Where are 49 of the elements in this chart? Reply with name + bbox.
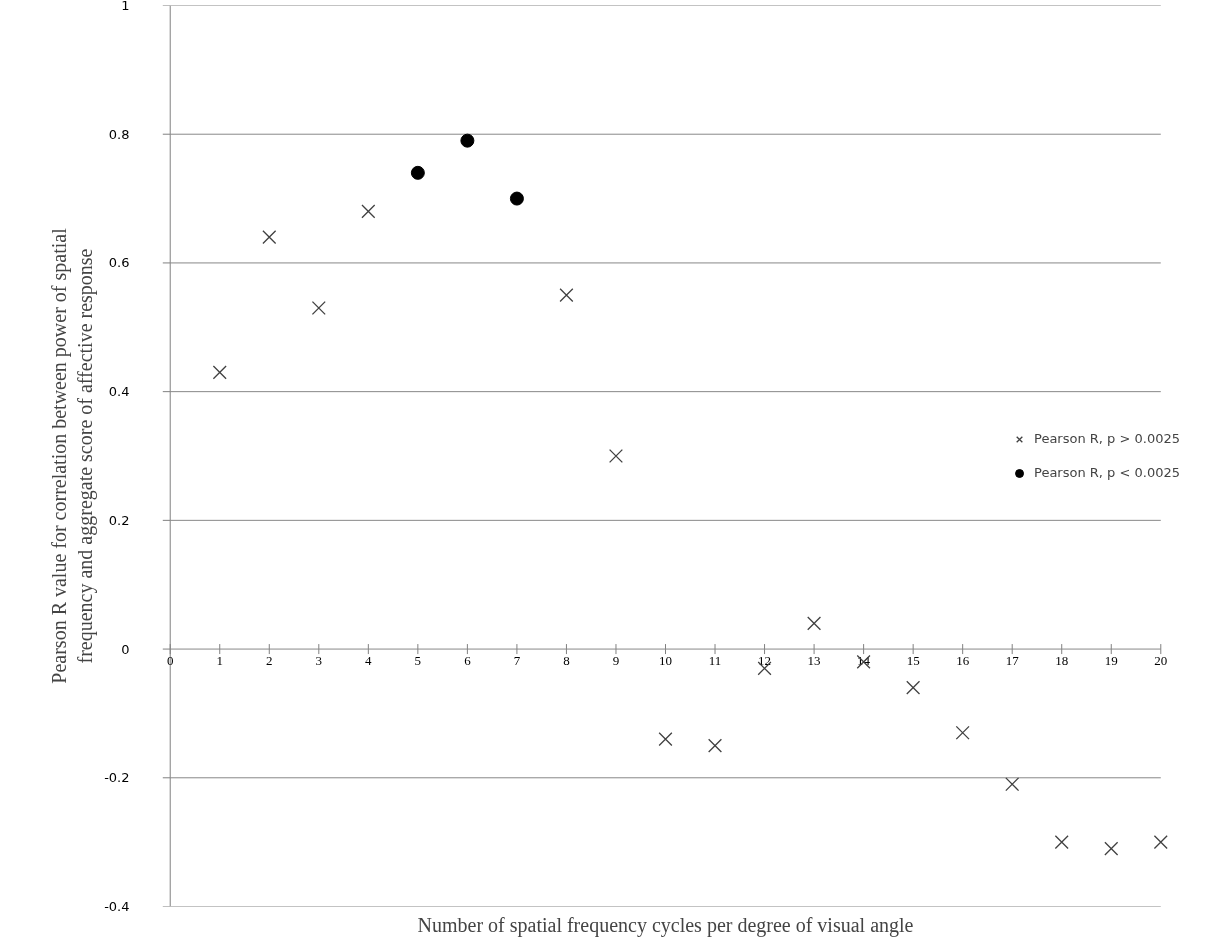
x-tick-label: 0 xyxy=(166,653,174,669)
x-tick-label: 5 xyxy=(414,653,422,669)
point xyxy=(708,738,723,753)
y-tick-label: 1 xyxy=(121,0,130,13)
point xyxy=(262,230,277,245)
x-tick-label: 6 xyxy=(464,653,472,669)
x-tick-label: 3 xyxy=(315,653,323,669)
point xyxy=(509,191,524,206)
point xyxy=(955,725,970,740)
point xyxy=(361,204,376,219)
point xyxy=(658,732,673,747)
x-tick-label: 4 xyxy=(365,653,373,669)
x-tick-label: 20 xyxy=(1154,653,1168,669)
x-axis-title: Number of spatial frequency cycles per degree of visual angle xyxy=(417,913,914,937)
y-axis-title: Pearson R value for correlation between power of spatial frequency and aggregate score of affective response xyxy=(47,227,98,684)
point xyxy=(410,165,425,180)
point xyxy=(1104,841,1119,856)
y-tick-label: 0 xyxy=(121,641,130,657)
point xyxy=(608,448,623,464)
point xyxy=(460,133,475,148)
legend-label: Pearson R, p < 0.0025 xyxy=(1034,465,1180,480)
x-tick-label: 9 xyxy=(612,653,620,669)
point xyxy=(1054,835,1069,850)
x-tick-label: 7 xyxy=(513,653,521,669)
x-tick-label: 18 xyxy=(1055,653,1069,669)
x-tick-label: 10 xyxy=(659,653,672,669)
point xyxy=(906,680,921,695)
y-tick-label: 0.2 xyxy=(108,512,130,528)
point xyxy=(807,616,822,631)
y-tick-label: 0.4 xyxy=(108,384,130,400)
x-tick-label: 17 xyxy=(1005,653,1020,669)
y-tick-label: -0.4 xyxy=(104,899,130,914)
x-tick-label: 8 xyxy=(563,653,570,669)
x-tick-label: 16 xyxy=(956,653,970,669)
point xyxy=(559,288,574,303)
x-tick-label: 1 xyxy=(216,653,223,669)
point xyxy=(1005,777,1020,792)
legend-label: Pearson R, p > 0.0025 xyxy=(1034,431,1180,446)
y-tick-label: 0.6 xyxy=(108,255,130,271)
x-tick-label: 11 xyxy=(708,653,722,669)
x-tick-label: 19 xyxy=(1104,653,1118,669)
x-tick-label: 15 xyxy=(906,653,920,669)
y-tick-label: -0.2 xyxy=(104,770,130,786)
point xyxy=(1153,835,1168,850)
x-tick-label: 2 xyxy=(266,653,273,669)
x-tick-label: 13 xyxy=(807,653,821,669)
point xyxy=(311,300,326,315)
y-tick-label: 0.8 xyxy=(108,126,130,142)
point xyxy=(212,365,227,380)
